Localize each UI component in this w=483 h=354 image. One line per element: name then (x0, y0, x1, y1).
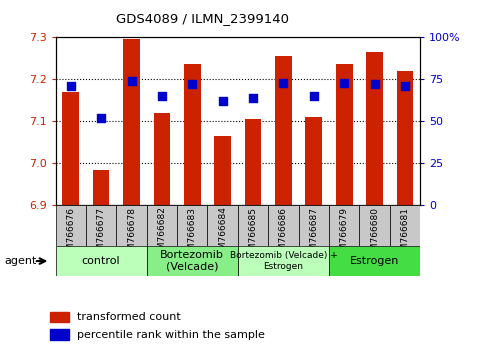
Text: GSM766676: GSM766676 (66, 206, 75, 262)
Bar (238, 205, 268, 246)
Point (401, 83, 409, 89)
Text: GDS4089 / ILMN_2399140: GDS4089 / ILMN_2399140 (116, 12, 289, 25)
Point (158, 93, 166, 99)
Bar (62, 92, 79, 205)
Bar (50, 329, 69, 340)
Bar (93, 170, 110, 205)
Bar (56, 246, 147, 276)
Text: GSM766680: GSM766680 (370, 206, 379, 262)
Text: GSM766681: GSM766681 (400, 206, 410, 262)
Bar (214, 136, 231, 205)
Bar (245, 119, 261, 205)
Point (341, 80, 348, 85)
Text: GSM766685: GSM766685 (249, 206, 257, 262)
Bar (184, 64, 200, 205)
Text: control: control (82, 256, 120, 266)
Bar (366, 52, 383, 205)
Point (67, 83, 74, 89)
Point (188, 81, 196, 87)
Text: Estrogen: Estrogen (350, 256, 399, 266)
Bar (390, 205, 420, 246)
Point (97, 115, 105, 121)
Text: percentile rank within the sample: percentile rank within the sample (77, 330, 265, 339)
Point (310, 93, 318, 99)
Text: Bortezomib
(Velcade): Bortezomib (Velcade) (160, 250, 224, 272)
Text: GSM766683: GSM766683 (188, 206, 197, 262)
Text: GSM766677: GSM766677 (97, 206, 106, 262)
Bar (238, 246, 329, 276)
Text: GSM766678: GSM766678 (127, 206, 136, 262)
Bar (359, 205, 390, 246)
Bar (305, 117, 322, 205)
Bar (56, 205, 86, 246)
Bar (329, 205, 359, 246)
Text: GSM766682: GSM766682 (157, 206, 167, 261)
Bar (50, 312, 69, 322)
Point (280, 80, 287, 85)
Bar (268, 205, 298, 246)
Bar (397, 71, 413, 205)
Bar (86, 205, 116, 246)
Point (249, 95, 257, 101)
Point (219, 98, 227, 104)
Bar (116, 205, 147, 246)
Bar (177, 205, 208, 246)
Text: GSM766687: GSM766687 (309, 206, 318, 262)
Bar (336, 64, 353, 205)
Point (128, 78, 135, 84)
Bar (275, 56, 292, 205)
Text: GSM766679: GSM766679 (340, 206, 349, 262)
Bar (154, 113, 170, 205)
Text: transformed count: transformed count (77, 312, 181, 322)
Bar (147, 246, 238, 276)
Text: agent: agent (5, 256, 37, 266)
Point (371, 81, 379, 87)
Bar (123, 39, 140, 205)
Text: Bortezomib (Velcade) +
Estrogen: Bortezomib (Velcade) + Estrogen (229, 251, 337, 271)
Bar (208, 205, 238, 246)
Bar (298, 205, 329, 246)
Text: GSM766686: GSM766686 (279, 206, 288, 262)
Bar (147, 205, 177, 246)
Bar (329, 246, 420, 276)
Text: GSM766684: GSM766684 (218, 206, 227, 261)
